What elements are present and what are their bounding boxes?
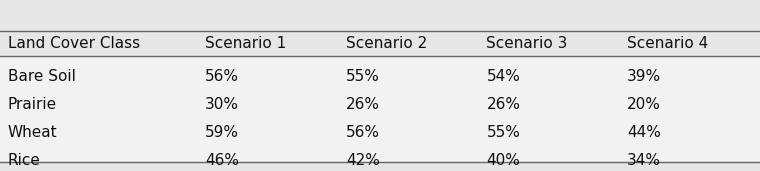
Text: 42%: 42% [346,153,380,168]
Text: Rice: Rice [8,153,40,168]
Text: Prairie: Prairie [8,97,57,112]
Text: Wheat: Wheat [8,125,57,140]
Text: Land Cover Class: Land Cover Class [8,36,140,51]
Text: 44%: 44% [627,125,661,140]
Text: Scenario 3: Scenario 3 [486,36,568,51]
Text: 34%: 34% [627,153,661,168]
Bar [0,56,760,162]
Text: 54%: 54% [486,69,521,84]
Text: 56%: 56% [205,69,239,84]
Text: Scenario 4: Scenario 4 [627,36,708,51]
Text: Bare Soil: Bare Soil [8,69,75,84]
Text: 59%: 59% [205,125,239,140]
Text: 26%: 26% [346,97,380,112]
Text: 26%: 26% [486,97,521,112]
Text: 56%: 56% [346,125,380,140]
Text: 40%: 40% [486,153,521,168]
Text: 30%: 30% [205,97,239,112]
Text: 20%: 20% [627,97,661,112]
Text: 55%: 55% [346,69,380,84]
Text: 39%: 39% [627,69,661,84]
Text: Scenario 1: Scenario 1 [205,36,287,51]
Text: Scenario 2: Scenario 2 [346,36,427,51]
Text: 55%: 55% [486,125,521,140]
Text: 46%: 46% [205,153,239,168]
